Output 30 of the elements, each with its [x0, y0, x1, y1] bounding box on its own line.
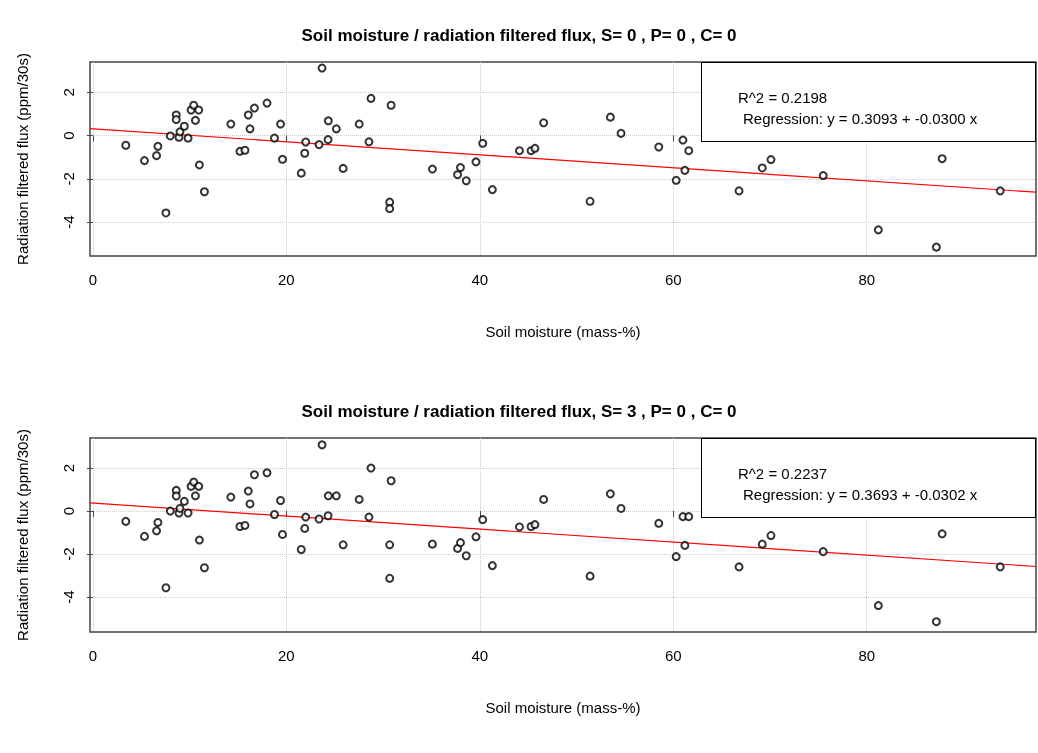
y-tick-label: -2: [60, 172, 77, 186]
annotation: Regression: y = 0.3093 + -0.0300 x: [742, 109, 979, 129]
annotation: Regression: y = 0.3693 + -0.0302 x: [742, 485, 979, 505]
chart-title: Soil moisture / radiation filtered flux, S= 3 , P= 0 , C= 0: [301, 402, 737, 421]
y-axis-title: Radiation filtered flux (ppm/30s): [14, 429, 31, 641]
y-tick-label: -4: [60, 215, 77, 229]
x-tick-label: 20: [278, 271, 295, 288]
y-axis-title: Radiation filtered flux (ppm/30s): [14, 53, 31, 265]
x-tick-label: 80: [858, 647, 876, 664]
y-tick-label: -2: [60, 547, 77, 561]
x-tick-label: 0: [88, 271, 98, 288]
y-tick-label: 2: [60, 463, 77, 473]
y-tick-label: -4: [60, 590, 77, 604]
note-box: R^2 = 0.2237 Regression: y = 0.3693 + -0.0302 x: [701, 438, 1036, 518]
annotation: R^2 = 0.2237: [738, 464, 829, 484]
x-tick-label: 0: [88, 647, 98, 664]
x-tick-label: 60: [664, 271, 682, 288]
x-axis-title: Soil moisture (mass-%): [485, 699, 641, 716]
annotation: R^2 = 0.2198: [738, 88, 829, 108]
chart-title: Soil moisture / radiation filtered flux, S= 0 , P= 0 , C= 0: [301, 26, 737, 45]
y-tick-label: 2: [60, 88, 77, 97]
y-tick-label: 0: [60, 506, 77, 516]
x-axis-title: Soil moisture (mass-%): [485, 323, 641, 340]
y-tick-label: 0: [60, 131, 77, 140]
x-tick-label: 20: [278, 647, 295, 664]
x-tick-label: 80: [858, 271, 876, 288]
x-tick-label: 60: [664, 647, 682, 664]
x-tick-label: 40: [471, 647, 489, 664]
x-tick-label: 40: [471, 271, 489, 288]
note-box: R^2 = 0.2198 Regression: y = 0.3093 + -0.0300 x: [701, 62, 1036, 142]
